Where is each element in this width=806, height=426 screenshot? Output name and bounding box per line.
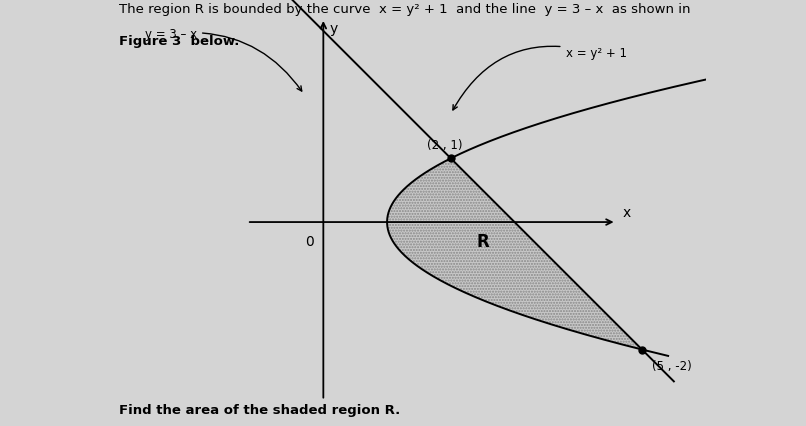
Text: x: x: [623, 205, 631, 219]
Text: R: R: [476, 233, 489, 250]
Text: x = y² + 1: x = y² + 1: [453, 47, 626, 111]
Text: (5 , -2): (5 , -2): [651, 359, 692, 372]
Text: y = 3 – x: y = 3 – x: [145, 28, 301, 92]
Text: 0: 0: [305, 234, 314, 248]
Text: (2 , 1): (2 , 1): [426, 138, 462, 151]
Text: Figure 3  below.: Figure 3 below.: [119, 35, 239, 48]
Text: The region R is bounded by the curve  x = y² + 1  and the line  y = 3 – x  as sh: The region R is bounded by the curve x =…: [119, 3, 691, 16]
Text: y: y: [330, 22, 338, 36]
Text: Find the area of the shaded region R.: Find the area of the shaded region R.: [119, 403, 401, 417]
